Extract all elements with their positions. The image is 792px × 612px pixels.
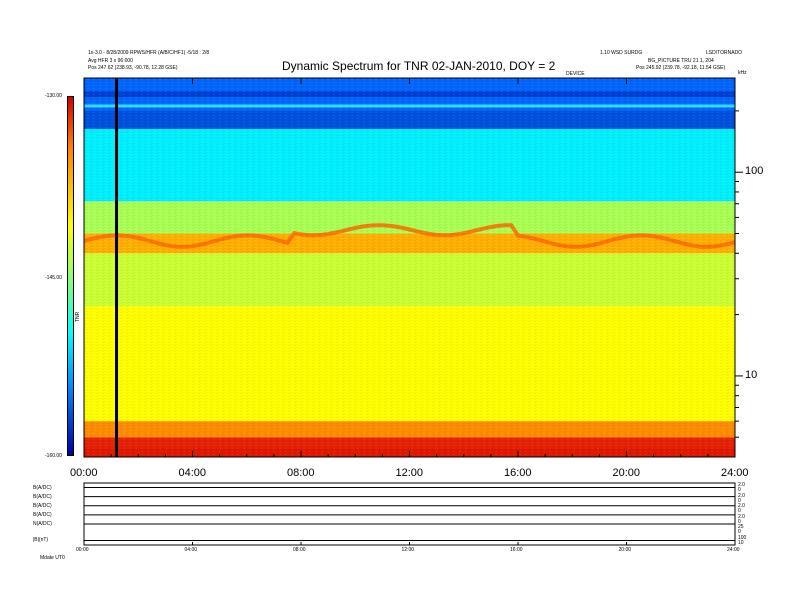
x-tick-label: 00:00 <box>70 467 98 479</box>
bottom-right-tick: 2.0 <box>738 482 745 488</box>
bottom-right-tick: 0 <box>738 487 741 494</box>
bottom-row-label: B(A/DC) <box>33 502 52 509</box>
bottom-x-tick-label: 12:00 <box>401 547 415 553</box>
bottom-right-tick: 0 <box>738 529 741 536</box>
x-tick-label: 20:00 <box>612 467 641 479</box>
bottom-x-tick-label: 16:00 <box>510 547 523 553</box>
bottom-row-label: B(A/DC) <box>33 493 52 500</box>
bottom-x-tick-label: 20:00 <box>618 547 632 553</box>
header-right-line2: LSD/TORNADO <box>706 50 743 56</box>
bottom-right-tick: 25 <box>738 524 744 531</box>
bottom-right-tick: 0 <box>738 518 741 525</box>
bottom-right-tick: 0 <box>738 497 741 504</box>
bottom-row-label: N(A/DC) <box>33 521 52 528</box>
bottom-x-tick-label: 08:00 <box>293 547 306 553</box>
header-left-line2: Avg HFR 3 x 96:000 <box>88 58 133 64</box>
x-tick-label: 04:00 <box>178 467 207 479</box>
bottom-row-label: B(A/DC) <box>33 511 52 518</box>
bottom-x-tick-label: 24:00 <box>727 547 740 553</box>
bottom-right-tick: 2.0 <box>738 513 745 520</box>
bottom-row-label: B(A/DC) <box>33 484 52 491</box>
bottom-panel-frame <box>83 482 736 546</box>
bottom-footer-label: Mdate UT0 <box>40 555 65 561</box>
chart-title: Dynamic Spectrum for TNR 02-JAN-2010, DO… <box>282 59 556 73</box>
y-tick-label: 100 <box>745 165 764 178</box>
bottom-x-tick-label: 04:00 <box>184 547 198 553</box>
y-unit-label: kHz <box>738 70 747 76</box>
bottom-right-tick: 2.0 <box>738 492 745 499</box>
header-left-line3: Pos 247.62 (238.93, -90.78, 12.28 GSE) <box>88 65 178 71</box>
y-tick-label: 10 <box>745 368 758 381</box>
x-tick-label: 12:00 <box>395 467 424 479</box>
header-right-line4: Pos 245.92 (239.78, -92.18, 11.54 GSE) <box>636 65 726 71</box>
bottom-right-tick: 2.0 <box>738 503 745 510</box>
header-right-line3: BG_PICTURE TRU 21 1, 204 <box>648 58 714 64</box>
colorbar-tick-top: -130.00 <box>45 93 62 99</box>
bottom-right-tick: 100 <box>738 534 747 541</box>
colorbar-tick-mid: -145.00 <box>45 275 62 281</box>
bottom-right-tick: 0 <box>738 508 741 515</box>
header-left-line1: 1x-3.0 - 8/28/2009 RPWS/HFR (A/B/C/HF1) … <box>88 50 210 56</box>
x-tick-label: 08:00 <box>287 467 315 479</box>
x-tick-label: 16:00 <box>504 467 532 479</box>
colorbar-tick-bottom: -160.00 <box>45 453 62 459</box>
x-tick-label: 24:00 <box>721 467 749 479</box>
bottom-right-tick: 10 <box>738 540 744 546</box>
colorbar <box>67 96 74 456</box>
device-label: DEVICE <box>566 71 585 77</box>
header-right-line1: 1.10 WSD SURDG <box>600 50 643 56</box>
bottom-row-label: |B|(nT) <box>33 537 49 544</box>
texture-overlay <box>84 78 735 457</box>
bottom-x-tick-label: 00:00 <box>76 547 89 553</box>
